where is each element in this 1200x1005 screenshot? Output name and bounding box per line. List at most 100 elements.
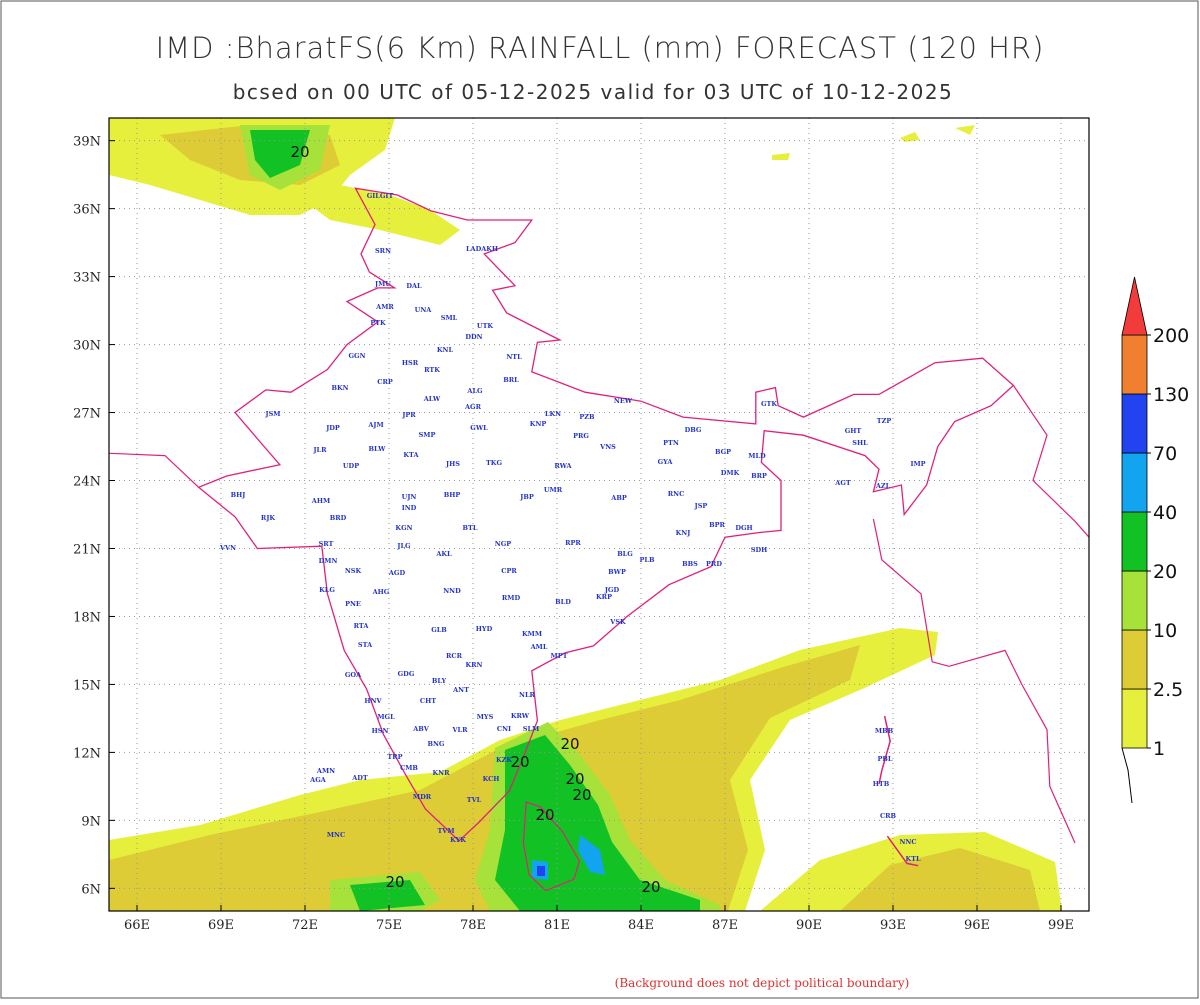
station-label: VVN bbox=[219, 544, 236, 552]
x-tick-label: 66E bbox=[124, 918, 150, 933]
station-label: MBB bbox=[875, 727, 894, 735]
station-label: BBS bbox=[682, 560, 698, 568]
station-label: SRN bbox=[375, 247, 391, 255]
x-tick-label: 72E bbox=[292, 918, 318, 933]
station-label: KNR bbox=[433, 769, 451, 777]
station-label: JLG bbox=[396, 542, 411, 550]
colorbar-segment bbox=[1121, 511, 1148, 572]
station-label: GGN bbox=[348, 352, 365, 360]
colorbar: 1 2.5 10 20 40 70 130 200 bbox=[1121, 276, 1189, 804]
india-outline bbox=[197, 187, 1015, 842]
station-label: MNC bbox=[327, 831, 345, 839]
station-label: VNS bbox=[599, 443, 616, 451]
station-label: AHG bbox=[372, 588, 390, 596]
y-tick-label: 15N bbox=[73, 678, 101, 693]
rain-area bbox=[840, 848, 1040, 911]
colorbar-segment bbox=[1121, 334, 1148, 395]
x-tick-label: 81E bbox=[544, 918, 570, 933]
station-label: AGA bbox=[309, 776, 327, 784]
contour-label: 20 bbox=[560, 735, 579, 753]
station-label: CMB bbox=[400, 764, 418, 772]
station-label: KMM bbox=[522, 630, 542, 638]
rain-area bbox=[250, 130, 310, 178]
footnote: (Background does not depict political bo… bbox=[615, 976, 910, 990]
station-label: NTL bbox=[506, 353, 522, 361]
station-label: AZL bbox=[875, 482, 891, 490]
rain-area bbox=[900, 132, 920, 142]
contour-label: 20 bbox=[385, 873, 404, 891]
station-label: AHM bbox=[311, 497, 330, 505]
rain-area bbox=[578, 835, 605, 875]
station-label: BNG bbox=[428, 740, 445, 748]
station-label: AMN bbox=[316, 767, 335, 775]
station-label: PLB bbox=[640, 556, 655, 564]
station-label: PRG bbox=[573, 432, 589, 440]
colorbar-label: 70 bbox=[1153, 443, 1177, 465]
x-tick-label: 75E bbox=[376, 918, 402, 933]
colorbar-label: 10 bbox=[1153, 620, 1177, 642]
station-label: RNC bbox=[668, 490, 685, 498]
station-label: RMD bbox=[502, 594, 521, 602]
station-label: BHJ bbox=[231, 491, 246, 499]
station-label: ALG bbox=[466, 387, 483, 395]
station-label: SML bbox=[441, 314, 458, 322]
station-label: CRP bbox=[377, 378, 393, 386]
station-label: GHT bbox=[845, 427, 862, 435]
station-label: KNL bbox=[437, 346, 454, 354]
station-label: TVL bbox=[467, 796, 482, 804]
y-tick-label: 36N bbox=[73, 203, 101, 218]
colorbar-segment bbox=[1121, 393, 1148, 454]
station-label: MLD bbox=[748, 452, 766, 460]
colorbar-segment bbox=[1121, 629, 1148, 690]
station-label: JHS bbox=[445, 460, 460, 468]
station-label: GDG bbox=[398, 670, 415, 678]
y-tick-label: 24N bbox=[73, 475, 101, 490]
station-label: ABV bbox=[412, 725, 430, 733]
contour-label: 20 bbox=[641, 878, 660, 896]
title: IMD :BharatFS(6 Km) RAINFALL (mm) FORECA… bbox=[156, 31, 1045, 65]
contour-label: 20 bbox=[510, 753, 529, 771]
y-tick-label: 12N bbox=[73, 746, 101, 761]
station-label: KRW bbox=[511, 712, 530, 720]
station-label: MDR bbox=[413, 793, 432, 801]
colorbar-segment bbox=[1121, 688, 1148, 749]
station-label: STA bbox=[358, 641, 373, 649]
station-label: RTK bbox=[424, 366, 440, 374]
station-label: BLD bbox=[555, 598, 571, 606]
station-label: AJM bbox=[367, 421, 383, 429]
station-label: ANT bbox=[452, 686, 469, 694]
station-label: NEW bbox=[614, 397, 633, 405]
station-label: BRL bbox=[503, 376, 519, 384]
station-label: BGP bbox=[715, 448, 731, 456]
station-label: AML bbox=[530, 643, 548, 651]
station-label: DGH bbox=[735, 524, 752, 532]
colorbar-label: 2.5 bbox=[1153, 679, 1183, 701]
station-label: SLM bbox=[523, 725, 539, 733]
colorbar-segment bbox=[1121, 570, 1148, 631]
station-label: JLR bbox=[312, 446, 327, 454]
x-tick-label: 96E bbox=[964, 918, 990, 933]
y-tick-label: 39N bbox=[73, 135, 101, 150]
station-label: KTL bbox=[905, 855, 920, 863]
station-label: SHL bbox=[852, 439, 868, 447]
station-label: BLY bbox=[432, 677, 447, 685]
coast-line bbox=[872, 518, 1076, 844]
station-label: CHT bbox=[420, 697, 436, 705]
colorbar-label: 40 bbox=[1153, 502, 1177, 524]
coast-line bbox=[108, 452, 200, 488]
station-label: DBG bbox=[685, 426, 702, 434]
station-label: HTB bbox=[873, 780, 890, 788]
station-label: MPT bbox=[551, 652, 568, 660]
station-label: GLB bbox=[431, 626, 447, 634]
station-label: RTA bbox=[354, 622, 370, 630]
station-label: PRD bbox=[706, 560, 722, 568]
x-tick-label: 93E bbox=[880, 918, 906, 933]
subtitle: bcsed on 00 UTC of 05-12-2025 valid for … bbox=[233, 80, 954, 104]
station-label: PNE bbox=[345, 600, 361, 608]
station-label: RWA bbox=[554, 462, 572, 470]
x-tick-label: 84E bbox=[628, 918, 654, 933]
station-label: PZB bbox=[579, 413, 595, 421]
station-label: GTK bbox=[761, 400, 777, 408]
station-label: PBL bbox=[878, 755, 893, 763]
station-label: KCH bbox=[483, 775, 500, 783]
